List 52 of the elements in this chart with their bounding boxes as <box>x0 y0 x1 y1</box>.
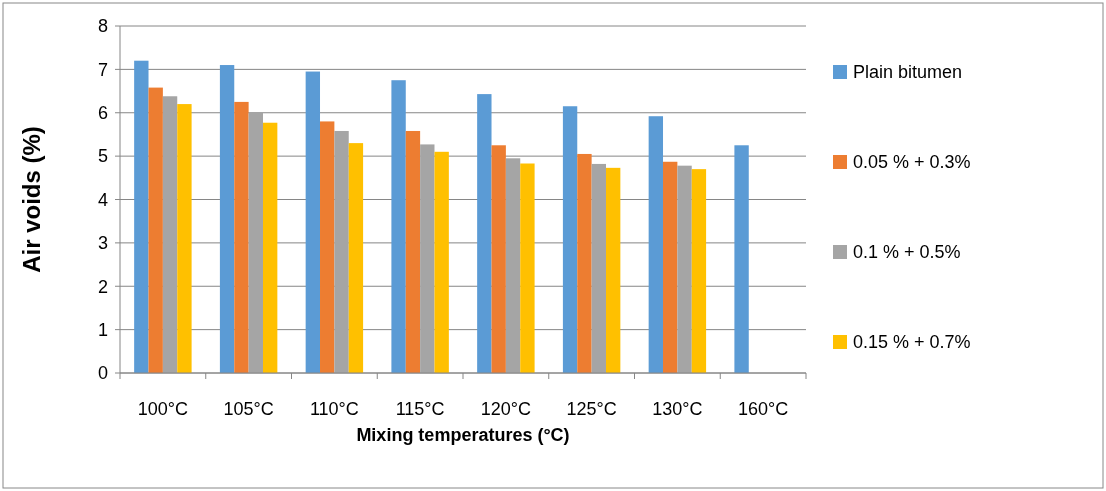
x-tick-label: 100°C <box>137 399 188 419</box>
bar <box>677 165 692 373</box>
bar <box>577 153 592 373</box>
x-tick-label: 105°C <box>223 399 274 419</box>
bar <box>477 94 492 373</box>
bar <box>405 130 421 373</box>
bar <box>320 121 335 373</box>
y-tick-label: 3 <box>97 233 108 254</box>
bar <box>734 145 749 373</box>
bar <box>148 87 163 373</box>
x-tick-label: 110°C <box>309 399 359 419</box>
y-tick-label: 6 <box>97 103 108 124</box>
bar <box>648 116 664 373</box>
y-tick-label: 1 <box>97 319 108 340</box>
bar <box>491 145 506 373</box>
bar <box>420 144 435 373</box>
bar <box>605 167 621 373</box>
bar <box>505 158 521 373</box>
legend-label: 0.1 % + 0.5% <box>853 242 961 263</box>
bar <box>219 65 235 373</box>
bar <box>234 101 249 373</box>
x-tick-label: 120°C <box>480 399 531 419</box>
legend-label: 0.05 % + 0.3% <box>853 152 971 173</box>
bar <box>434 151 449 373</box>
bar <box>663 161 678 373</box>
y-tick-label: 4 <box>97 189 108 210</box>
y-tick-label: 8 <box>97 16 108 37</box>
bar <box>391 80 406 373</box>
bar <box>248 112 263 373</box>
x-tick-label: 125°C <box>566 399 617 419</box>
legend-label: 0.15 % + 0.7% <box>853 332 971 353</box>
bar <box>305 71 321 373</box>
y-axis-title: Air voids (%) <box>18 126 45 273</box>
x-tick-label: 130°C <box>652 399 703 419</box>
bar <box>177 104 192 373</box>
x-tick-label: 115°C <box>395 399 445 419</box>
y-tick-label: 5 <box>97 146 108 167</box>
bar <box>262 122 278 373</box>
bar <box>562 106 578 373</box>
bar <box>691 169 707 373</box>
y-tick-label: 7 <box>97 59 108 80</box>
legend-label: Plain bitumen <box>853 62 963 83</box>
x-tick-label: 160°C <box>738 399 789 419</box>
bar <box>591 163 606 373</box>
y-tick-label: 0 <box>97 363 108 384</box>
bar <box>134 60 149 373</box>
bar <box>348 143 364 373</box>
x-axis-title: Mixing temperatures (°C) <box>356 425 570 445</box>
bar <box>162 96 178 373</box>
bar <box>334 130 349 373</box>
bar <box>520 163 535 373</box>
y-tick-label: 2 <box>97 276 108 297</box>
